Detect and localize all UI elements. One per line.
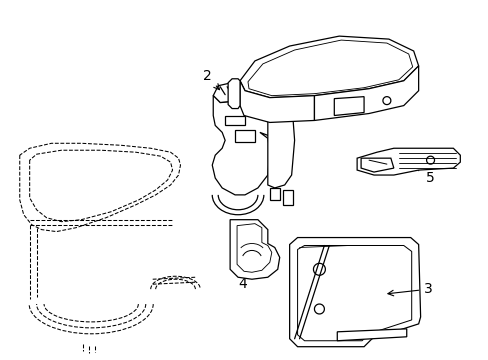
Polygon shape — [282, 190, 292, 205]
Polygon shape — [314, 66, 418, 121]
Polygon shape — [228, 79, 240, 109]
Polygon shape — [360, 158, 393, 172]
Polygon shape — [213, 81, 259, 103]
Polygon shape — [20, 143, 180, 231]
Polygon shape — [289, 238, 420, 347]
Text: 3: 3 — [387, 282, 432, 296]
Text: 4: 4 — [238, 258, 248, 291]
Polygon shape — [224, 116, 244, 125]
Polygon shape — [240, 81, 314, 122]
Polygon shape — [334, 96, 364, 116]
Text: 5: 5 — [416, 165, 434, 185]
Polygon shape — [337, 329, 406, 341]
Polygon shape — [235, 130, 254, 142]
Polygon shape — [240, 36, 418, 98]
Text: 1: 1 — [250, 66, 269, 86]
Polygon shape — [267, 96, 294, 188]
Polygon shape — [269, 188, 279, 200]
Polygon shape — [230, 220, 279, 279]
Polygon shape — [212, 96, 274, 195]
Polygon shape — [356, 148, 459, 175]
Text: 2: 2 — [203, 69, 219, 90]
Polygon shape — [30, 150, 172, 222]
